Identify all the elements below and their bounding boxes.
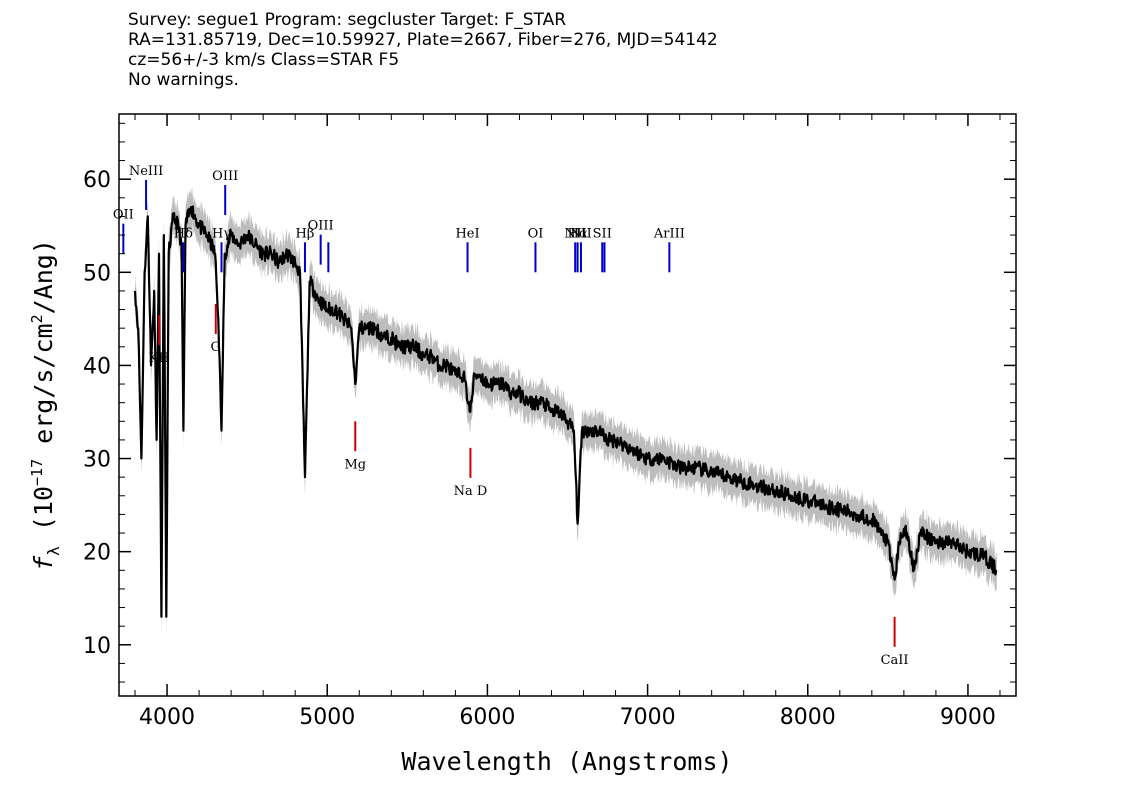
y-label-exp2: 2: [28, 314, 46, 323]
x-axis-label: Wavelength (Angstroms): [401, 747, 732, 776]
x-tick-label-5: 9000: [940, 705, 996, 730]
emission-label-1: NeIII: [129, 164, 163, 179]
emission-label-0: OII: [113, 208, 134, 223]
spectrum-header: Survey: segue1 Program: segcluster Targe…: [128, 10, 718, 90]
x-tick-label-2: 6000: [459, 705, 515, 730]
flux-layer: [133, 205, 998, 618]
emission-label-8: HeI: [455, 226, 479, 241]
y-label-exp: −17: [28, 459, 46, 486]
emission-label-10: NII: [564, 226, 586, 241]
absorption-label-1: G: [211, 340, 221, 355]
emission-label-11: Hα: [568, 226, 588, 241]
flux-series-line: [133, 205, 998, 618]
emission-label-4: OIII: [212, 169, 238, 184]
survey-line: Survey: segue1 Program: segcluster Targe…: [128, 10, 567, 30]
absorption-label-3: Na D: [454, 484, 488, 499]
redshift-line: cz=56+/-3 km/s Class=STAR F5: [128, 50, 400, 70]
emission-label-3: Hγ: [212, 226, 231, 241]
y-tick-label-2: 30: [83, 448, 111, 473]
warnings-line: No warnings.: [128, 70, 239, 90]
error-band-layer: [135, 185, 997, 638]
y-tick-label-1: 20: [83, 541, 111, 566]
plot-frame: [118, 113, 1017, 697]
emission-label-9: OI: [528, 226, 544, 241]
y-tick-label-0: 10: [83, 634, 111, 659]
y-axis-label: fλ (10−17 erg/s/cm2/Ang): [28, 239, 63, 571]
y-tick-label-3: 40: [83, 354, 111, 379]
x-tick-label-1: 5000: [299, 705, 355, 730]
y-tick-label-5: 60: [83, 168, 111, 193]
absorption-label-4: CaII: [881, 653, 909, 668]
axis-tick-layer: 4000 5000 6000 7000 8000 9000 10 20 30 40 50 60: [83, 114, 1016, 730]
absorption-label-0: KH: [149, 351, 170, 366]
x-tick-label-3: 7000: [620, 705, 676, 730]
error-band: [135, 185, 997, 638]
y-tick-label-4: 50: [83, 261, 111, 286]
coords-line: RA=131.85719, Dec=10.59927, Plate=2667, …: [128, 30, 718, 50]
y-label-sub: λ: [44, 546, 63, 556]
y-label-post: /Ang): [29, 239, 58, 314]
x-tick-label-4: 8000: [780, 705, 836, 730]
emission-label-5: Hβ: [296, 226, 315, 241]
emission-label-12: NII: [570, 226, 592, 241]
y-label-f: f: [29, 555, 58, 571]
emission-label-13: SII: [593, 226, 612, 241]
emission-label-6: OIII: [308, 219, 334, 234]
y-label-mid: erg/s/cm: [29, 323, 58, 458]
x-tick-label-0: 4000: [139, 705, 195, 730]
emission-label-2: Hδ: [174, 226, 193, 241]
emission-label-15: ArIII: [653, 226, 685, 241]
y-label-pre: (10: [29, 486, 58, 546]
absorption-label-2: Mg: [344, 457, 366, 472]
